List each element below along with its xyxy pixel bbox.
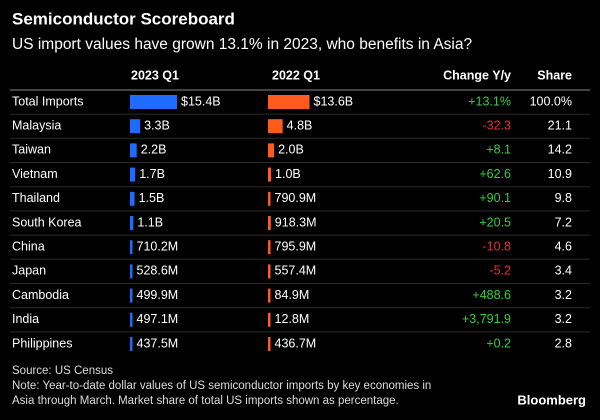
change-value: +90.1 <box>479 191 511 205</box>
row-label: Taiwan <box>12 143 51 157</box>
value-label: 528.6M <box>137 264 179 278</box>
row-label: Vietnam <box>12 167 58 181</box>
value-label: $13.6B <box>314 94 354 108</box>
share-value: 3.2 <box>555 312 572 326</box>
row-label: Japan <box>12 264 46 278</box>
bar <box>268 312 271 327</box>
value-label: 437.5M <box>137 336 179 350</box>
value-label: $15.4B <box>181 94 221 108</box>
column-header: 2022 Q1 <box>272 68 320 82</box>
value-label: 710.2M <box>137 239 179 253</box>
value-label: 1.0B <box>275 167 301 181</box>
value-label: 918.3M <box>275 215 317 229</box>
bar <box>268 95 310 109</box>
share-value: 4.6 <box>555 239 572 253</box>
change-value: +13.1% <box>468 94 511 108</box>
bar <box>268 119 283 134</box>
bar <box>130 143 137 158</box>
value-label: 557.4M <box>275 264 317 278</box>
brand: Bloomberg <box>517 392 586 407</box>
share-value: 14.2 <box>548 143 572 157</box>
value-label: 499.9M <box>137 288 179 302</box>
share-value: 7.2 <box>555 215 572 229</box>
chart-subtitle: US import values have grown 13.1% in 202… <box>12 36 472 53</box>
change-value: +3,791.9 <box>462 312 511 326</box>
column-header: Share <box>537 68 572 82</box>
bar <box>130 240 133 255</box>
value-label: 2.0B <box>278 143 304 157</box>
change-value: +488.6 <box>472 288 511 302</box>
row-label: China <box>12 239 45 253</box>
bar <box>130 191 135 206</box>
note: Note: Year-to-date dollar values of US s… <box>12 380 431 392</box>
bar <box>268 337 271 351</box>
value-label: 1.7B <box>139 167 165 181</box>
bar <box>130 337 133 351</box>
column-header: 2023 Q1 <box>131 68 179 82</box>
bar <box>268 191 271 206</box>
value-label: 4.8B <box>287 118 313 132</box>
bar <box>268 167 272 182</box>
bar <box>130 264 133 279</box>
bar <box>130 288 133 303</box>
share-value: 9.8 <box>555 191 572 205</box>
share-value: 21.1 <box>548 118 572 132</box>
share-value: 2.8 <box>555 336 572 350</box>
row-label: Thailand <box>12 191 60 205</box>
change-value: -5.2 <box>489 264 511 278</box>
bar <box>130 95 177 109</box>
change-value: +0.2 <box>486 336 511 350</box>
value-label: 1.1B <box>137 215 163 229</box>
bar <box>130 119 141 134</box>
row-label: Total Imports <box>12 94 84 108</box>
bar <box>268 288 271 303</box>
value-label: 12.8M <box>275 312 310 326</box>
value-label: 790.9M <box>275 191 317 205</box>
row-label: Philippines <box>12 336 72 350</box>
share-value: 10.9 <box>548 167 572 181</box>
share-value: 3.2 <box>555 288 572 302</box>
bar <box>268 216 271 230</box>
note: Asia through March. Market share of tota… <box>12 395 399 407</box>
value-label: 436.7M <box>275 336 317 350</box>
share-value: 3.4 <box>555 264 572 278</box>
source: Source: US Census <box>12 365 113 377</box>
value-label: 2.2B <box>141 143 167 157</box>
value-label: 84.9M <box>275 288 310 302</box>
change-value: +62.6 <box>479 167 511 181</box>
value-label: 497.1M <box>137 312 179 326</box>
share-value: 100.0% <box>530 94 572 108</box>
change-value: +8.1 <box>486 143 511 157</box>
chart-title: Semiconductor Scoreboard <box>12 9 235 28</box>
change-value: -32.3 <box>483 118 512 132</box>
value-label: 795.9M <box>275 239 317 253</box>
bar <box>268 143 275 158</box>
bar <box>130 216 134 230</box>
row-label: Malaysia <box>12 118 61 132</box>
row-label: Cambodia <box>12 288 69 302</box>
change-value: -10.8 <box>483 239 512 253</box>
value-label: 3.3B <box>144 118 170 132</box>
change-value: +20.5 <box>479 215 511 229</box>
column-header: Change Y/y <box>443 68 511 82</box>
value-label: 1.5B <box>139 191 165 205</box>
bar <box>268 240 271 255</box>
bar <box>130 167 136 182</box>
bar <box>130 312 133 327</box>
row-label: South Korea <box>12 215 82 229</box>
bar <box>268 264 271 279</box>
row-label: India <box>12 312 39 326</box>
